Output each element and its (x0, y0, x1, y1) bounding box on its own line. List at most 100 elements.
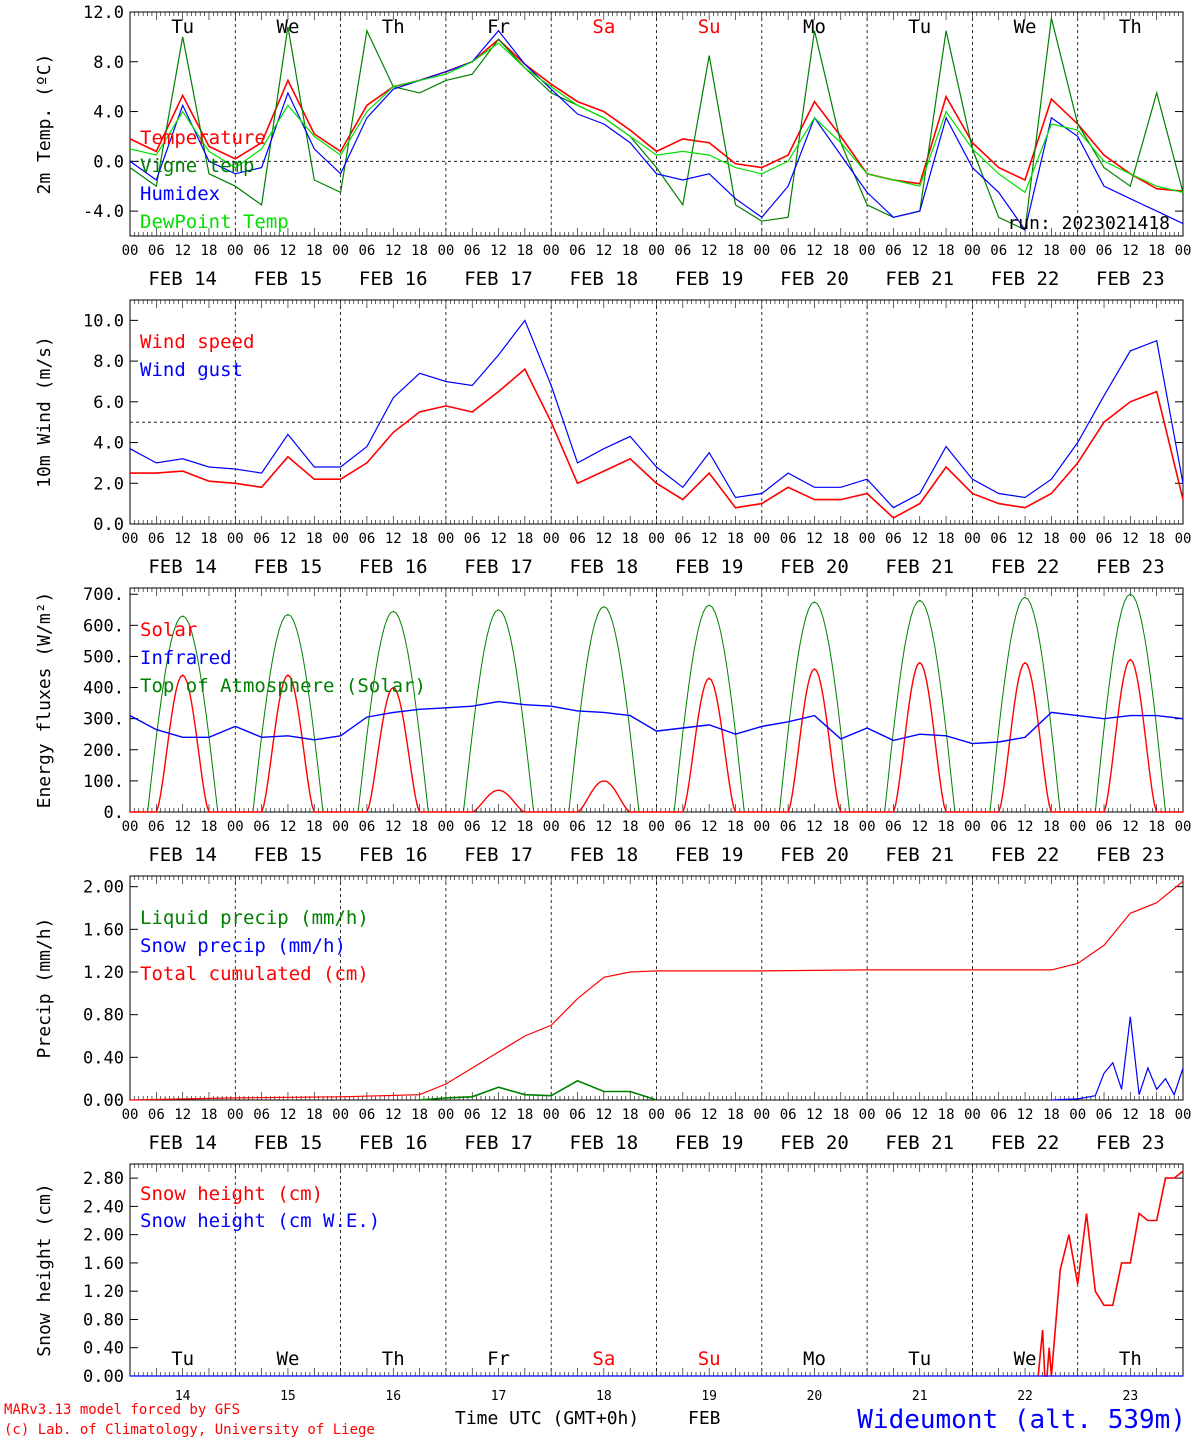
legend-entry: Snow height (cm W.E.) (140, 1210, 380, 1232)
y-axis-label: 10m Wind (m/s) (34, 336, 55, 488)
hour-label: 06 (990, 1107, 1007, 1123)
hour-label: 00 (332, 531, 349, 547)
y-tick-label: 1.20 (83, 1282, 124, 1302)
day-number: 19 (701, 1389, 717, 1404)
y-tick-label: 200. (83, 741, 124, 761)
hour-label: 06 (464, 531, 481, 547)
hour-label: 00 (1175, 243, 1192, 259)
hour-label: 00 (437, 819, 454, 835)
date-label: FEB 18 (570, 844, 639, 866)
hour-label: 12 (490, 1107, 507, 1123)
hour-label: 06 (148, 819, 165, 835)
hour-label: 18 (938, 531, 955, 547)
date-label: FEB 16 (359, 1132, 428, 1154)
date-label: FEB 17 (464, 844, 533, 866)
hour-label: 12 (385, 243, 402, 259)
date-label: FEB 23 (1096, 1132, 1165, 1154)
hour-label: 12 (385, 819, 402, 835)
hour-label: 00 (859, 1107, 876, 1123)
day-number: 16 (385, 1389, 401, 1404)
y-tick-label: 100. (83, 772, 124, 792)
hour-label: 00 (859, 531, 876, 547)
hour-label: 18 (1043, 1107, 1060, 1123)
xaxis-title: Time UTC (GMT+0h) (455, 1408, 639, 1429)
hour-label: 00 (437, 243, 454, 259)
date-label: FEB 14 (148, 556, 217, 578)
date-label: FEB 18 (570, 268, 639, 290)
hour-label: 12 (806, 819, 823, 835)
hour-label: 12 (280, 531, 297, 547)
hour-label: 18 (1043, 243, 1060, 259)
hour-label: 00 (1069, 1107, 1086, 1123)
series-line-2 (129, 880, 1184, 1101)
y-tick-label: 0.00 (83, 1091, 124, 1111)
hour-label: 18 (938, 819, 955, 835)
hour-label: 18 (1043, 819, 1060, 835)
series-line-0 (419, 1079, 657, 1101)
hour-label: 06 (780, 1107, 797, 1123)
hour-label: 18 (622, 819, 639, 835)
panel-frame (129, 299, 1184, 525)
hour-label: 18 (727, 243, 744, 259)
date-label: FEB 15 (254, 556, 323, 578)
hour-label: 00 (332, 1107, 349, 1123)
hour-label: 18 (411, 1107, 428, 1123)
date-label: FEB 19 (675, 556, 744, 578)
hour-label: 18 (411, 819, 428, 835)
hour-label: 12 (280, 819, 297, 835)
date-label: FEB 19 (675, 268, 744, 290)
legend-entry: Solar (140, 619, 197, 641)
hour-label: 12 (1017, 819, 1034, 835)
day-abbr: Sa (592, 16, 615, 38)
legend-entry: Infrared (140, 647, 232, 669)
date-label: FEB 21 (885, 556, 954, 578)
hour-label: 00 (543, 819, 560, 835)
legend-entry: DewPoint Temp (140, 211, 289, 233)
hour-label: 12 (806, 1107, 823, 1123)
hour-label: 12 (490, 531, 507, 547)
hour-label: 06 (990, 243, 1007, 259)
y-tick-label: 700. (83, 585, 124, 605)
hour-label: 00 (753, 531, 770, 547)
hour-label: 00 (753, 243, 770, 259)
hour-label: 06 (885, 1107, 902, 1123)
date-label: FEB 16 (359, 844, 428, 866)
hour-label: 12 (385, 1107, 402, 1123)
day-abbr: Su (698, 16, 721, 38)
date-label: FEB 17 (464, 556, 533, 578)
hour-label: 06 (674, 1107, 691, 1123)
hour-label: 18 (306, 819, 323, 835)
y-tick-label: 500. (83, 647, 124, 667)
hour-label: 06 (358, 531, 375, 547)
hour-label: 12 (174, 1107, 191, 1123)
hour-label: 12 (490, 819, 507, 835)
hour-label: 00 (753, 1107, 770, 1123)
hour-label: 00 (1069, 243, 1086, 259)
date-label: FEB 21 (885, 844, 954, 866)
hour-label: 00 (859, 819, 876, 835)
hour-label: 18 (832, 1107, 849, 1123)
hour-label: 00 (437, 1107, 454, 1123)
hour-label: 18 (411, 531, 428, 547)
hour-label: 12 (174, 819, 191, 835)
hour-label: 00 (859, 243, 876, 259)
hour-label: 06 (885, 819, 902, 835)
hour-label: 12 (806, 243, 823, 259)
day-number: 22 (1017, 1389, 1033, 1404)
y-tick-label: 0.80 (83, 1310, 124, 1330)
hour-label: 18 (622, 531, 639, 547)
y-tick-label: 400. (83, 679, 124, 699)
y-axis-label: 2m Temp. (ºC) (34, 54, 55, 195)
date-label: FEB 15 (254, 844, 323, 866)
model-credit: MARv3.13 model forced by GFS (4, 1402, 240, 1418)
hour-label: 18 (516, 531, 533, 547)
y-tick-label: 12.0 (83, 3, 124, 23)
date-label: FEB 14 (148, 844, 217, 866)
hour-label: 00 (543, 1107, 560, 1123)
series-line-3 (129, 42, 1184, 194)
date-label: FEB 16 (359, 556, 428, 578)
date-label: FEB 20 (780, 268, 849, 290)
panel-3: 0. 100. 200. 300. 400. 500. 600. 700. Energy flu… (34, 585, 1191, 866)
hour-label: 18 (1148, 819, 1165, 835)
series-line-0 (130, 367, 1184, 519)
